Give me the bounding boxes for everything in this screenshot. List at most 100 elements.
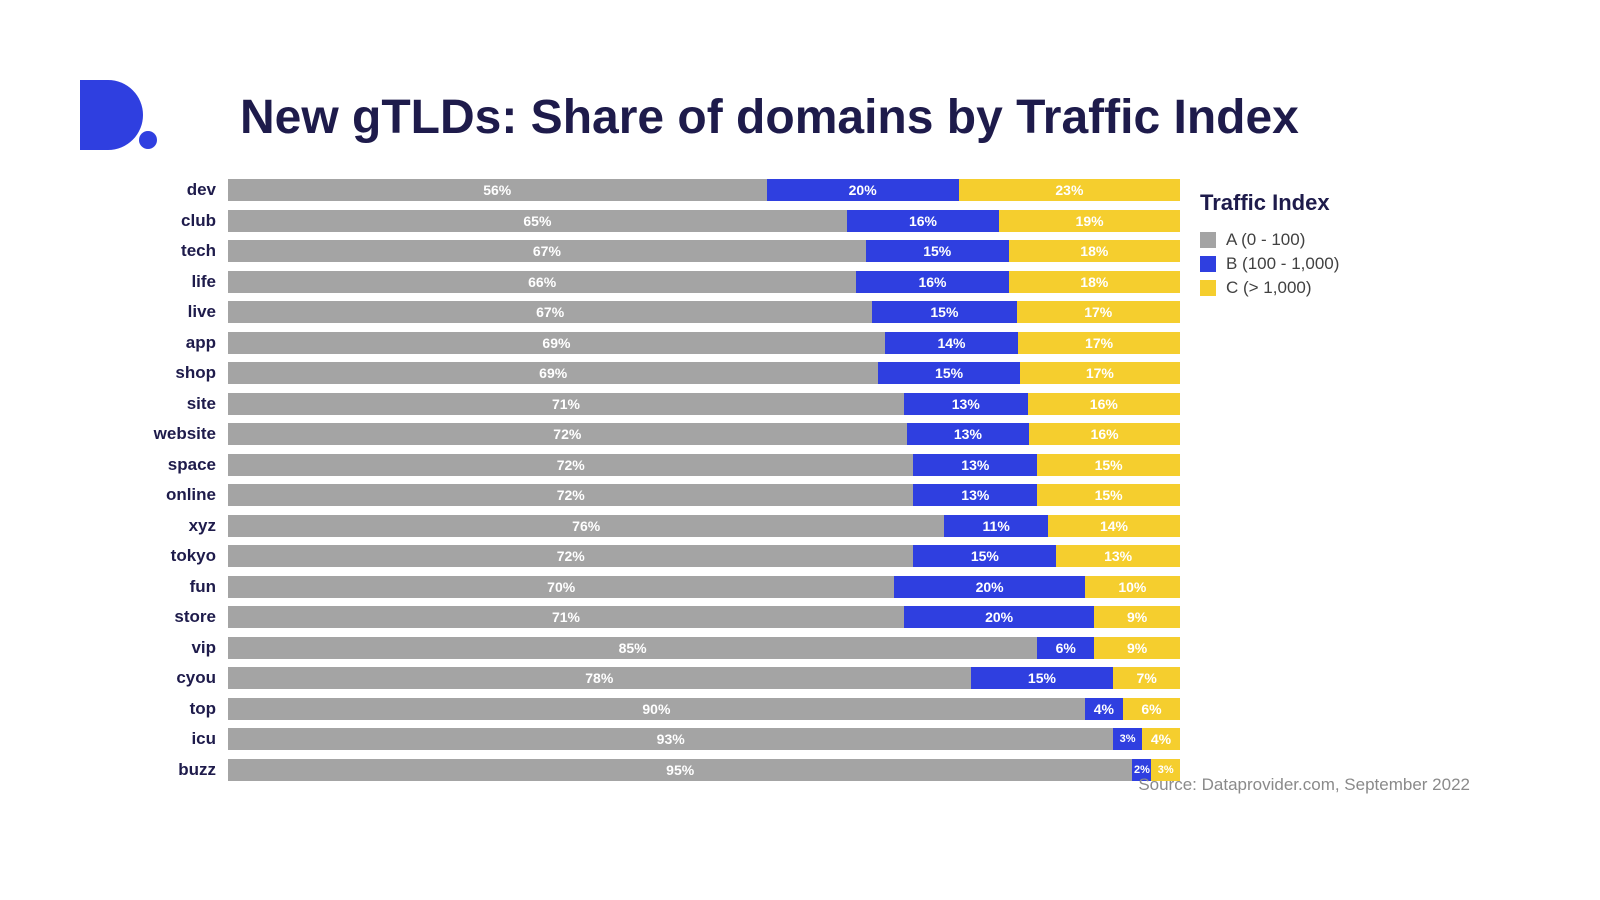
- bar-row: cyou78%15%7%: [140, 663, 1180, 694]
- bar-track: 95%2%3%: [228, 759, 1180, 781]
- bar-track: 69%14%17%: [228, 332, 1180, 354]
- bar-segment-a: 70%: [228, 576, 894, 598]
- bar-segment-a: 72%: [228, 423, 907, 445]
- bar-track: 67%15%17%: [228, 301, 1180, 323]
- bar-segment-a: 66%: [228, 271, 856, 293]
- row-label: shop: [140, 363, 228, 383]
- bar-segment-b: 3%: [1113, 728, 1142, 750]
- row-label: website: [140, 424, 228, 444]
- bar-track: 85%6%9%: [228, 637, 1180, 659]
- bar-segment-c: 16%: [1028, 393, 1180, 415]
- bar-segment-b: 14%: [885, 332, 1018, 354]
- row-label: space: [140, 455, 228, 475]
- bar-segment-a: 71%: [228, 393, 904, 415]
- bar-track: 90%4%6%: [228, 698, 1180, 720]
- bar-segment-a: 72%: [228, 454, 913, 476]
- bar-track: 65%16%19%: [228, 210, 1180, 232]
- legend-label: B (100 - 1,000): [1226, 254, 1339, 274]
- bar-row: club65%16%19%: [140, 206, 1180, 237]
- bar-segment-b: 15%: [971, 667, 1114, 689]
- row-label: top: [140, 699, 228, 719]
- bar-segment-c: 13%: [1056, 545, 1180, 567]
- bar-track: 78%15%7%: [228, 667, 1180, 689]
- legend-label: C (> 1,000): [1226, 278, 1312, 298]
- bar-segment-c: 15%: [1037, 454, 1180, 476]
- bar-segment-b: 16%: [856, 271, 1008, 293]
- bar-row: icu93%3%4%: [140, 724, 1180, 755]
- bar-track: 76%11%14%: [228, 515, 1180, 537]
- brand-logo: [80, 80, 160, 155]
- bar-segment-b: 4%: [1085, 698, 1123, 720]
- bar-segment-a: 67%: [228, 301, 872, 323]
- bar-row: fun70%20%10%: [140, 572, 1180, 603]
- bar-row: shop69%15%17%: [140, 358, 1180, 389]
- row-label: tokyo: [140, 546, 228, 566]
- bar-track: 70%20%10%: [228, 576, 1180, 598]
- bar-segment-b: 15%: [866, 240, 1009, 262]
- bar-track: 67%15%18%: [228, 240, 1180, 262]
- source-attribution: Source: Dataprovider.com, September 2022: [1138, 775, 1470, 795]
- row-label: online: [140, 485, 228, 505]
- bar-segment-b: 13%: [913, 454, 1037, 476]
- bar-segment-b: 15%: [872, 301, 1016, 323]
- row-label: club: [140, 211, 228, 231]
- bar-segment-a: 69%: [228, 332, 885, 354]
- legend-swatch-icon: [1200, 280, 1216, 296]
- bar-segment-a: 76%: [228, 515, 944, 537]
- bar-row: website72%13%16%: [140, 419, 1180, 450]
- bar-segment-b: 13%: [904, 393, 1028, 415]
- bar-segment-a: 95%: [228, 759, 1132, 781]
- bar-segment-c: 14%: [1048, 515, 1180, 537]
- row-label: life: [140, 272, 228, 292]
- bar-row: space72%13%15%: [140, 450, 1180, 481]
- chart-title: New gTLDs: Share of domains by Traffic I…: [240, 90, 1299, 145]
- bar-segment-a: 72%: [228, 484, 913, 506]
- legend: Traffic Index A (0 - 100) B (100 - 1,000)…: [1200, 190, 1339, 302]
- bar-segment-a: 93%: [228, 728, 1113, 750]
- legend-swatch-icon: [1200, 256, 1216, 272]
- bar-row: vip85%6%9%: [140, 633, 1180, 664]
- bar-segment-c: 17%: [1017, 301, 1180, 323]
- row-label: vip: [140, 638, 228, 658]
- legend-swatch-icon: [1200, 232, 1216, 248]
- legend-item: A (0 - 100): [1200, 230, 1339, 250]
- bar-segment-b: 11%: [944, 515, 1048, 537]
- stacked-bar-chart: dev56%20%23%club65%16%19%tech67%15%18%li…: [140, 175, 1180, 785]
- bar-segment-c: 9%: [1094, 637, 1180, 659]
- bar-segment-c: 15%: [1037, 484, 1180, 506]
- bar-segment-c: 18%: [1009, 240, 1180, 262]
- bar-segment-a: 85%: [228, 637, 1037, 659]
- row-label: buzz: [140, 760, 228, 780]
- bar-segment-b: 20%: [767, 179, 959, 201]
- bar-track: 71%20%9%: [228, 606, 1180, 628]
- bar-segment-c: 19%: [999, 210, 1180, 232]
- bar-segment-b: 20%: [904, 606, 1094, 628]
- bar-segment-c: 10%: [1085, 576, 1180, 598]
- bar-segment-c: 7%: [1113, 667, 1180, 689]
- legend-title: Traffic Index: [1200, 190, 1339, 216]
- bar-segment-b: 20%: [894, 576, 1084, 598]
- bar-segment-c: 9%: [1094, 606, 1180, 628]
- bar-track: 72%15%13%: [228, 545, 1180, 567]
- bar-row: xyz76%11%14%: [140, 511, 1180, 542]
- bar-row: store71%20%9%: [140, 602, 1180, 633]
- bar-track: 69%15%17%: [228, 362, 1180, 384]
- bar-row: live67%15%17%: [140, 297, 1180, 328]
- bar-segment-c: 6%: [1123, 698, 1180, 720]
- bar-segment-a: 90%: [228, 698, 1085, 720]
- legend-label: A (0 - 100): [1226, 230, 1305, 250]
- bar-segment-a: 71%: [228, 606, 904, 628]
- row-label: cyou: [140, 668, 228, 688]
- bar-segment-b: 6%: [1037, 637, 1094, 659]
- bar-row: dev56%20%23%: [140, 175, 1180, 206]
- bar-row: tokyo72%15%13%: [140, 541, 1180, 572]
- row-label: site: [140, 394, 228, 414]
- bar-segment-a: 78%: [228, 667, 971, 689]
- bar-track: 72%13%15%: [228, 454, 1180, 476]
- bar-segment-c: 17%: [1020, 362, 1180, 384]
- row-label: live: [140, 302, 228, 322]
- bar-track: 56%20%23%: [228, 179, 1180, 201]
- bar-row: buzz95%2%3%: [140, 755, 1180, 786]
- bar-segment-c: 18%: [1009, 271, 1180, 293]
- bar-segment-a: 67%: [228, 240, 866, 262]
